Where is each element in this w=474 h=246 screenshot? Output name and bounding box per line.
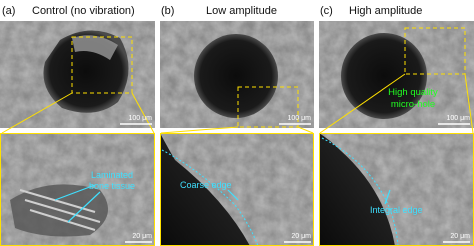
hole: [194, 34, 278, 118]
annotation-arrow: [227, 189, 239, 201]
edge-trace: [321, 137, 399, 246]
zoom-box: [404, 27, 466, 75]
panel-title: High amplitude: [349, 5, 422, 17]
annotation: Coarse edge: [180, 180, 232, 190]
scale-label: 20 μm: [132, 233, 152, 240]
gap: [0, 128, 474, 133]
annotation: High quality: [388, 87, 438, 98]
panel-label: (a): [2, 5, 15, 17]
gap: [314, 21, 319, 246]
zoom-box: [71, 36, 133, 94]
hole-edge: [160, 133, 250, 246]
hole-edge: [319, 133, 395, 246]
panel-label: (b): [161, 5, 174, 17]
scale-bars: [120, 123, 470, 243]
annotation: micro-hole: [391, 99, 435, 110]
annotation-arrow: [384, 189, 391, 205]
scale-label: 20 μm: [291, 233, 311, 240]
scale-label: 100 μm: [288, 115, 312, 122]
zoom-connector: [160, 126, 314, 134]
panel-title: Low amplitude: [206, 5, 277, 17]
panel-title: Control (no vibration): [32, 5, 135, 17]
scale-label: 100 μm: [129, 115, 153, 122]
zoom-box: [237, 86, 299, 128]
scale-label: 20 μm: [450, 233, 470, 240]
annotation-arrow: [54, 184, 101, 223]
annotation: Integral edge: [370, 205, 423, 215]
zoom-connector: [319, 73, 474, 134]
zoom-connector: [1, 92, 155, 134]
gap: [155, 21, 160, 246]
annotation: bone tissue: [89, 181, 135, 191]
panel-label: (c): [320, 5, 333, 17]
tissue-flap: [72, 35, 118, 60]
annotation: Laminated: [91, 170, 133, 180]
scale-label: 100 μm: [447, 115, 471, 122]
